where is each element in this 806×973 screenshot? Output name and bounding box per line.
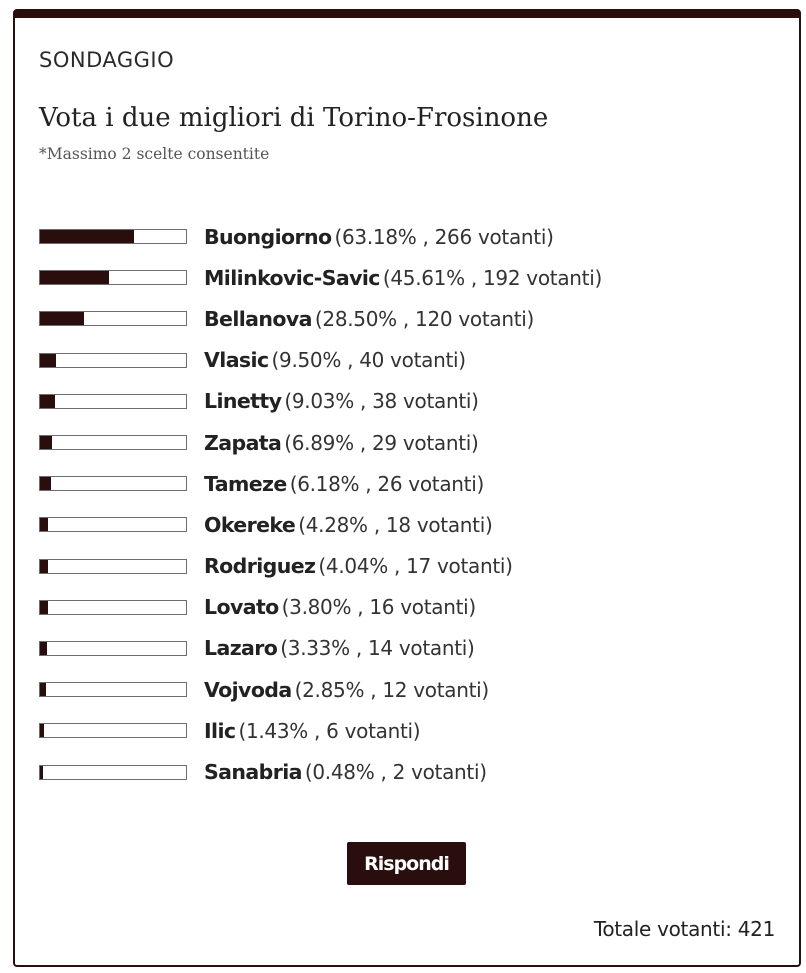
option-name: Buongiorno [204, 224, 332, 249]
result-bar-fill [40, 559, 48, 573]
option-name: Vojvoda [204, 677, 292, 702]
option-name: Zapata [204, 430, 282, 455]
result-bar [39, 682, 187, 698]
option-name: Linetty [204, 389, 282, 414]
submit-button[interactable]: Rispondi [347, 842, 466, 885]
poll-option[interactable]: Zapata (6.89% , 29 votanti) [39, 422, 779, 463]
result-bar-fill [40, 600, 48, 614]
result-bar-fill [40, 271, 109, 285]
option-stats: (9.03% , 38 votanti) [284, 389, 479, 414]
option-name: Tameze [204, 471, 287, 496]
option-stats: (45.61% , 192 votanti) [382, 265, 602, 290]
option-name: Lovato [204, 595, 279, 620]
result-bar-fill [40, 765, 43, 779]
result-bar [39, 640, 187, 656]
poll-widget: SONDAGGIO Vota i due migliori di Torino-… [13, 9, 801, 967]
poll-note: *Massimo 2 scelte consentite [39, 145, 270, 163]
result-bar-fill [40, 353, 56, 367]
poll-option[interactable]: Buongiorno (63.18% , 266 votanti) [39, 216, 779, 257]
result-bar-fill [40, 436, 53, 450]
option-name: Okereke [204, 512, 296, 537]
poll-option[interactable]: Vlasic (9.50% , 40 votanti) [39, 340, 779, 381]
poll-options-list: Buongiorno (63.18% , 266 votanti) Milinkov… [39, 216, 779, 793]
result-bar [39, 517, 187, 533]
option-stats: (2.85% , 12 votanti) [294, 677, 490, 702]
result-bar-fill [40, 518, 49, 532]
option-stats: (6.89% , 29 votanti) [284, 430, 479, 455]
option-stats: (1.43% , 6 votanti) [238, 718, 421, 743]
poll-option[interactable]: Tameze (6.18% , 26 votanti) [39, 463, 779, 504]
option-stats: (28.50% , 120 votanti) [314, 306, 535, 331]
option-stats: (4.04% , 17 votanti) [318, 554, 513, 579]
option-name: Bellanova [204, 306, 312, 331]
result-bar [39, 558, 187, 574]
poll-option[interactable]: Lovato (3.80% , 16 votanti) [39, 587, 779, 628]
poll-option[interactable]: Milinkovic-Savic (45.61% , 192 votanti) [39, 257, 779, 298]
result-bar [39, 476, 187, 492]
poll-option[interactable]: Ilic (1.43% , 6 votanti) [39, 710, 779, 751]
result-bar-fill [40, 230, 135, 244]
poll-option[interactable]: Bellanova (28.50% , 120 votanti) [39, 298, 779, 339]
option-name: Sanabria [204, 760, 302, 785]
result-bar [39, 393, 187, 409]
result-bar-fill [40, 394, 56, 408]
result-bar-fill [40, 683, 47, 697]
total-voters: Totale votanti: 421 [593, 917, 775, 941]
option-stats: (3.33% , 14 votanti) [280, 636, 475, 661]
poll-option[interactable]: Okereke (4.28% , 18 votanti) [39, 504, 779, 545]
result-bar [39, 311, 187, 327]
result-bar-fill [40, 724, 45, 738]
result-bar [39, 229, 187, 245]
result-bar [39, 723, 187, 739]
option-stats: (0.48% , 2 votanti) [304, 760, 487, 785]
poll-kicker: SONDAGGIO [39, 48, 175, 72]
option-name: Milinkovic-Savic [204, 265, 380, 290]
result-bar [39, 352, 187, 368]
result-bar [39, 599, 187, 615]
option-name: Rodriguez [204, 554, 316, 579]
option-name: Lazaro [204, 636, 278, 661]
result-bar-fill [40, 312, 84, 326]
option-name: Ilic [204, 718, 236, 743]
result-bar [39, 764, 187, 780]
result-bar-fill [40, 477, 52, 491]
poll-option[interactable]: Rodriguez (4.04% , 17 votanti) [39, 546, 779, 587]
poll-option[interactable]: Vojvoda (2.85% , 12 votanti) [39, 669, 779, 710]
poll-option[interactable]: Lazaro (3.33% , 14 votanti) [39, 628, 779, 669]
option-name: Vlasic [204, 348, 269, 373]
option-stats: (6.18% , 26 votanti) [289, 471, 485, 496]
option-stats: (4.28% , 18 votanti) [298, 512, 493, 537]
poll-option[interactable]: Sanabria (0.48% , 2 votanti) [39, 751, 779, 792]
option-stats: (63.18% , 266 votanti) [334, 224, 554, 249]
result-bar [39, 270, 187, 286]
poll-option[interactable]: Linetty (9.03% , 38 votanti) [39, 381, 779, 422]
result-bar-fill [40, 641, 47, 655]
option-stats: (3.80% , 16 votanti) [281, 595, 477, 620]
poll-title: Vota i due migliori di Torino-Frosinone [39, 103, 549, 133]
result-bar [39, 435, 187, 451]
option-stats: (9.50% , 40 votanti) [271, 348, 467, 373]
